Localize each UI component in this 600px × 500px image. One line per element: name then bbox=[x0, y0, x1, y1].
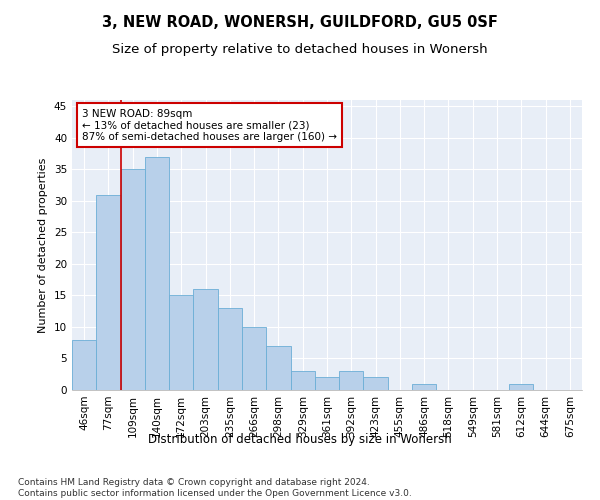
Bar bbox=[315, 378, 339, 390]
Bar bbox=[509, 384, 533, 390]
Bar bbox=[72, 340, 96, 390]
Bar bbox=[218, 308, 242, 390]
Bar bbox=[96, 194, 121, 390]
Text: 3, NEW ROAD, WONERSH, GUILDFORD, GU5 0SF: 3, NEW ROAD, WONERSH, GUILDFORD, GU5 0SF bbox=[102, 15, 498, 30]
Text: Distribution of detached houses by size in Wonersh: Distribution of detached houses by size … bbox=[148, 432, 452, 446]
Text: Size of property relative to detached houses in Wonersh: Size of property relative to detached ho… bbox=[112, 42, 488, 56]
Bar bbox=[169, 296, 193, 390]
Bar bbox=[412, 384, 436, 390]
Text: 3 NEW ROAD: 89sqm
← 13% of detached houses are smaller (23)
87% of semi-detached: 3 NEW ROAD: 89sqm ← 13% of detached hous… bbox=[82, 108, 337, 142]
Bar bbox=[145, 156, 169, 390]
Bar bbox=[242, 327, 266, 390]
Bar bbox=[121, 170, 145, 390]
Bar bbox=[339, 371, 364, 390]
Bar bbox=[290, 371, 315, 390]
Bar bbox=[266, 346, 290, 390]
Y-axis label: Number of detached properties: Number of detached properties bbox=[38, 158, 49, 332]
Text: Contains HM Land Registry data © Crown copyright and database right 2024.
Contai: Contains HM Land Registry data © Crown c… bbox=[18, 478, 412, 498]
Bar bbox=[193, 289, 218, 390]
Bar bbox=[364, 378, 388, 390]
